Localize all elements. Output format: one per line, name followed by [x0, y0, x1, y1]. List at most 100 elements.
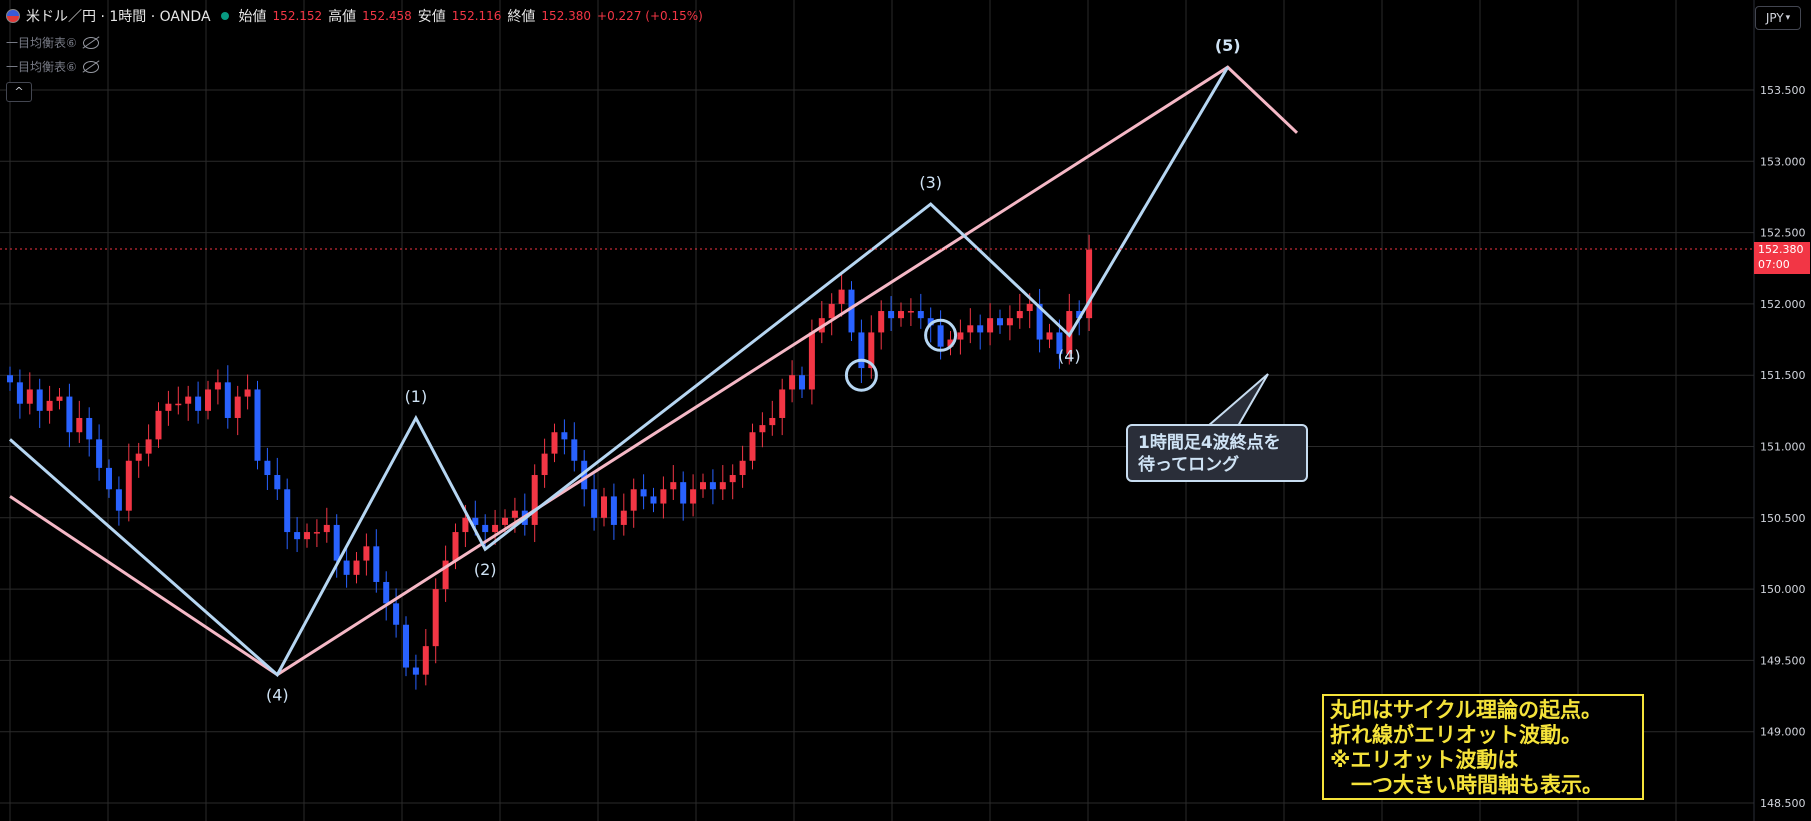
candle-body: [284, 489, 291, 533]
annotation-box[interactable]: 丸印はサイクル理論の起点。 折れ線がエリオット波動。 ※エリオット波動は 一つ大…: [1322, 694, 1644, 800]
candle-body: [997, 318, 1003, 326]
y-tick-label: 153.000: [1760, 155, 1806, 168]
candle-body: [650, 496, 657, 504]
candle-body: [957, 332, 964, 340]
indicator-label: 一目均衡表⑥: [6, 36, 77, 50]
candle-body: [205, 389, 211, 411]
close-value: 152.380: [541, 9, 592, 23]
candle-body: [1006, 318, 1013, 326]
candle-body: [630, 489, 637, 511]
candle-body: [799, 375, 805, 390]
candle-body: [1036, 303, 1043, 340]
open-label: 始値: [238, 9, 267, 25]
collapse-indicators-button[interactable]: ^: [6, 82, 32, 102]
candle-body: [304, 532, 310, 540]
candle-body: [888, 311, 895, 319]
candle-body: [967, 325, 974, 333]
candle-body: [46, 400, 53, 411]
candle-body: [709, 482, 716, 490]
candle-body: [7, 375, 13, 383]
callout-line: 待ってロング: [1138, 455, 1240, 475]
change-value: +0.227 (+0.15%): [597, 9, 703, 23]
candle-body: [1026, 303, 1033, 312]
candle-body: [828, 303, 835, 319]
candle-body: [561, 432, 568, 440]
candle-body: [581, 460, 588, 490]
candle-body: [511, 510, 518, 518]
blue-wave-line: [9, 66, 1229, 678]
candle-body: [729, 475, 736, 483]
price-axis: 148.500 149.000 149.500 150.000 150.500 151.0…: [1753, 0, 1806, 821]
annotation-line: ※エリオット波動は: [1330, 748, 1519, 772]
y-tick-label: 151.000: [1760, 441, 1806, 454]
candle-body: [462, 517, 469, 533]
candle-body: [36, 389, 43, 411]
candle-body: [927, 318, 934, 326]
high-value: 152.458: [362, 9, 412, 23]
candle-body: [977, 325, 984, 333]
open-value: 152.152: [272, 9, 323, 23]
candle-body: [145, 439, 152, 454]
candle-body: [571, 439, 578, 461]
candle-body: [868, 332, 875, 369]
candle-body: [591, 489, 598, 518]
hidden-eye-icon[interactable]: [82, 36, 99, 49]
indicator-row[interactable]: 一目均衡表⑥: [6, 34, 99, 51]
candle-body: [56, 396, 63, 401]
wave-label: (4): [1058, 346, 1081, 365]
y-tick-label: 153.500: [1760, 84, 1806, 97]
cycle-circle-marker: [844, 358, 878, 392]
last-price-tag: 152.380 07:00: [1754, 242, 1810, 274]
candle-body: [432, 589, 439, 647]
candle-body: [224, 382, 231, 418]
symbol-label[interactable]: 米ドル／円 · 1時間 · OANDA: [26, 9, 211, 25]
candle-body: [1086, 249, 1093, 319]
candle-body: [66, 396, 73, 433]
candle-body: [482, 524, 489, 533]
currency-button[interactable]: JPY ▾: [1755, 6, 1801, 30]
y-tick-label: 152.500: [1760, 227, 1806, 240]
candle-body: [551, 432, 558, 454]
annotation-line: 丸印はサイクル理論の起点。: [1330, 698, 1602, 722]
candle-body: [165, 403, 172, 411]
indicator-row[interactable]: 一目均衡表⑥: [6, 58, 99, 75]
candle-body: [86, 417, 93, 440]
candle-body: [878, 311, 885, 333]
cycle-circle-marker: [924, 318, 958, 352]
candle-body: [373, 546, 380, 582]
hidden-eye-icon[interactable]: [82, 60, 99, 73]
candle-body: [155, 410, 162, 440]
last-price-value: 152.380: [1758, 243, 1804, 256]
candle-body: [125, 460, 132, 511]
candle-body: [690, 489, 697, 504]
candle-body: [541, 453, 548, 476]
candle-body: [76, 417, 83, 433]
candle-body: [907, 311, 914, 313]
candle-body: [452, 532, 459, 561]
candle-body: [858, 332, 865, 369]
y-tick-label: 150.000: [1760, 583, 1806, 596]
callout-note[interactable]: 1時間足4波終点を 待ってロング: [1126, 424, 1308, 482]
candle-body: [739, 460, 746, 476]
callout-line: 1時間足4波終点を: [1138, 433, 1281, 453]
candle-body: [442, 560, 449, 590]
wave-label: (3): [919, 173, 942, 192]
candle-body: [472, 517, 479, 525]
candle-body: [838, 289, 845, 304]
wave-label: (1): [405, 387, 428, 406]
wave-label: (4): [266, 686, 289, 705]
y-tick-label: 149.500: [1760, 654, 1806, 667]
candle-body: [719, 482, 726, 490]
annotation-line: 一つ大きい時間軸も表示。: [1330, 773, 1603, 797]
chevron-down-icon: ▾: [1785, 13, 1791, 23]
candle-body: [789, 375, 796, 390]
candle-body: [808, 332, 815, 390]
candle-body: [175, 403, 182, 406]
y-tick-label: 148.500: [1760, 797, 1806, 810]
candle-body: [759, 425, 766, 433]
callout-pointer: [1205, 373, 1269, 427]
candle-body: [26, 389, 33, 404]
candle-body: [492, 524, 499, 533]
wave-label: (2): [474, 560, 497, 579]
